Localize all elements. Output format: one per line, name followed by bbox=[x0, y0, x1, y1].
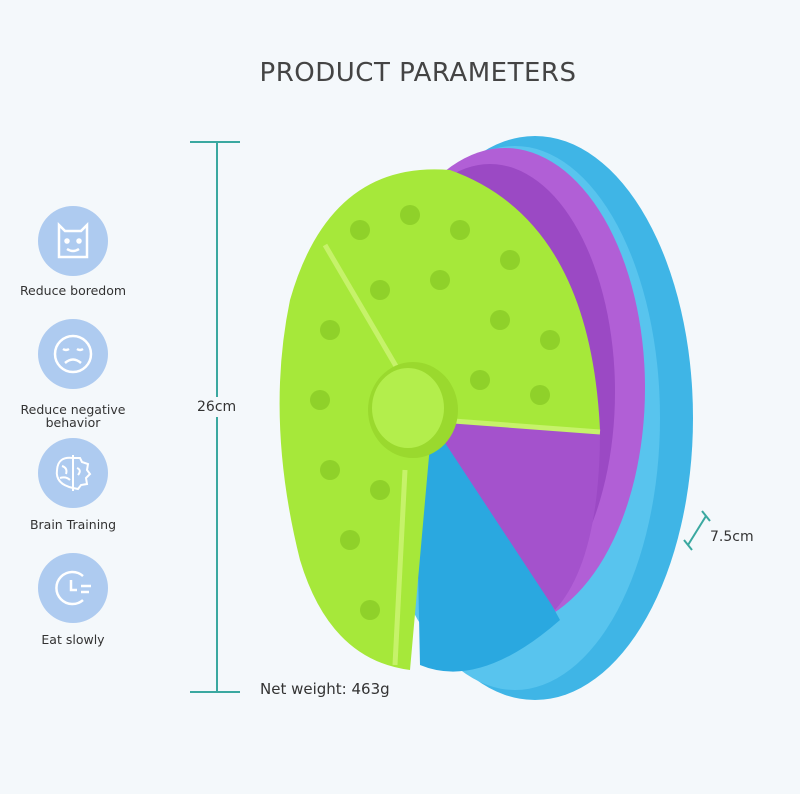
net-weight-label: Net weight: 463g bbox=[260, 680, 390, 698]
feature-label: Eat slowly bbox=[41, 632, 105, 647]
sad-face-icon bbox=[38, 319, 108, 389]
clock-icon bbox=[38, 553, 108, 623]
feature-brain-training: Brain Training bbox=[8, 438, 138, 531]
brain-gear-icon bbox=[38, 438, 108, 508]
page-title: PRODUCT PARAMETERS bbox=[259, 58, 577, 88]
feature-reduce-boredom: Reduce boredom bbox=[8, 206, 138, 297]
blue-segment bbox=[415, 425, 560, 672]
feature-reduce-negative-behavior: Reduce negative behavior bbox=[8, 319, 138, 429]
dog-face-icon bbox=[38, 206, 108, 276]
feature-eat-slowly: Eat slowly bbox=[8, 553, 138, 646]
dimension-line-height bbox=[190, 141, 240, 693]
height-dimension-label: 26cm bbox=[197, 397, 237, 417]
thickness-dimension-label: 7.5cm bbox=[710, 529, 754, 545]
dimension-line-thickness bbox=[683, 510, 711, 551]
feature-label: Reduce negative behavior bbox=[20, 402, 126, 430]
green-tray-texture bbox=[310, 205, 560, 620]
feature-label: Brain Training bbox=[29, 517, 117, 532]
purple-segment bbox=[430, 420, 600, 610]
feature-label: Reduce boredom bbox=[19, 283, 127, 298]
